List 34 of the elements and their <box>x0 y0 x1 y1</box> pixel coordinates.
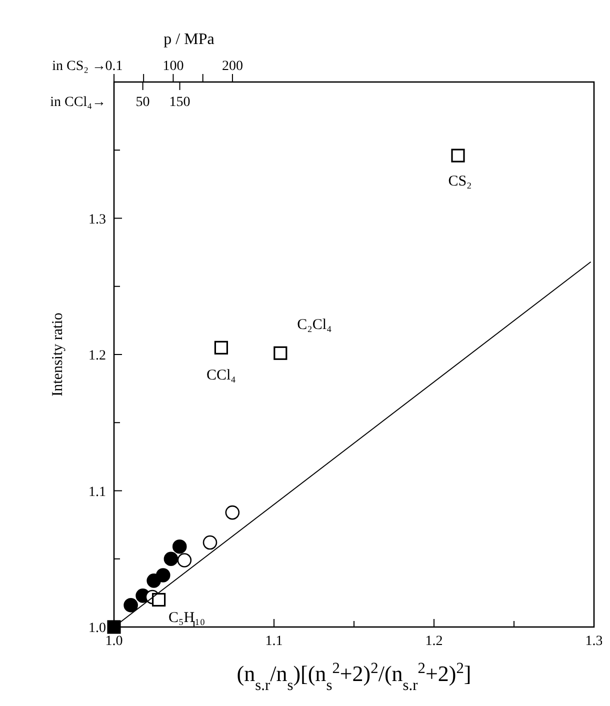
point <box>164 552 178 566</box>
point <box>107 620 121 634</box>
x-tick-label: 1.2 <box>425 634 443 649</box>
text: in CCl₄→ <box>50 95 106 110</box>
point <box>156 568 170 582</box>
x-tick-label: 1.3 <box>585 634 603 649</box>
y-tick-label: 1.2 <box>88 348 106 364</box>
text: (n$_{s.r}$/n$_{s}$)[(n$_{s}$$^{2}$+2)$^{2}$/(n$_{s.r}$$^{2}$+2)$^{2}$] <box>236 660 472 694</box>
x2-axis-title: p / MPa <box>164 31 214 48</box>
point <box>152 592 166 607</box>
annotation: CS₂ <box>448 174 472 190</box>
x2-tick-label: 100 <box>162 59 184 74</box>
y-tick-label: 1.3 <box>88 212 106 228</box>
annotation: C₅H₁₀ <box>168 610 206 626</box>
x2-tick-label: 0.1 <box>105 59 123 74</box>
point <box>177 553 192 568</box>
annotation: 50 <box>136 95 150 110</box>
y-tick-label: 1.0 <box>88 621 106 636</box>
point <box>124 598 138 612</box>
annotation: C₂Cl₄ <box>297 317 332 334</box>
y-tick-label: 1.1 <box>88 484 106 500</box>
text: in CS₂ → <box>52 59 106 74</box>
point <box>172 539 187 554</box>
annotation: 150 <box>169 95 190 110</box>
point <box>214 340 228 354</box>
annotation: CCl₄ <box>206 368 236 384</box>
x2-tick-label: 200 <box>222 59 243 74</box>
point <box>451 148 465 162</box>
x-tick-label: 1.1 <box>265 634 283 649</box>
point <box>225 505 240 520</box>
point <box>274 346 288 360</box>
point <box>202 535 218 550</box>
y-axis-title: Intensity ratio <box>50 312 66 396</box>
x-tick-label: 1.0 <box>105 634 123 649</box>
